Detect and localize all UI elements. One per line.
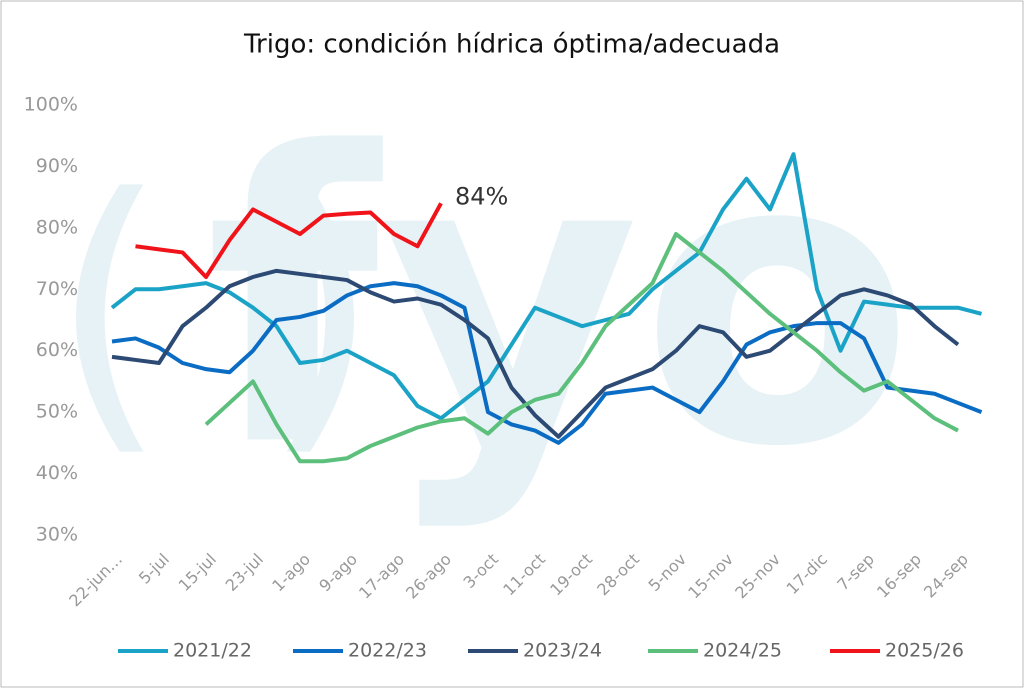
legend-label: 2024/25: [703, 640, 782, 662]
chart-title: Trigo: condición hídrica óptima/adecuada: [243, 30, 780, 60]
y-tick-label: 70%: [36, 278, 78, 300]
series-line: [111, 268, 960, 439]
data-label: 84%: [455, 182, 508, 210]
y-tick-label: 60%: [36, 339, 78, 361]
y-tick-label: 40%: [36, 462, 78, 484]
legend-label: 2021/22: [173, 640, 252, 662]
series-line: [204, 232, 959, 464]
y-tick-label: 80%: [36, 216, 78, 238]
y-tick-label: 30%: [36, 524, 78, 546]
y-tick-label: 90%: [36, 155, 78, 177]
y-tick-label: 100%: [24, 94, 78, 116]
legend-label: 2025/26: [885, 640, 964, 662]
legend-label: 2022/23: [348, 640, 427, 662]
series-line: [135, 202, 443, 279]
y-tick-label: 50%: [36, 401, 78, 423]
legend-label: 2023/24: [523, 640, 602, 662]
watermark: fyo: [205, 69, 915, 534]
series-line: [110, 152, 983, 421]
series-line: [111, 281, 983, 445]
